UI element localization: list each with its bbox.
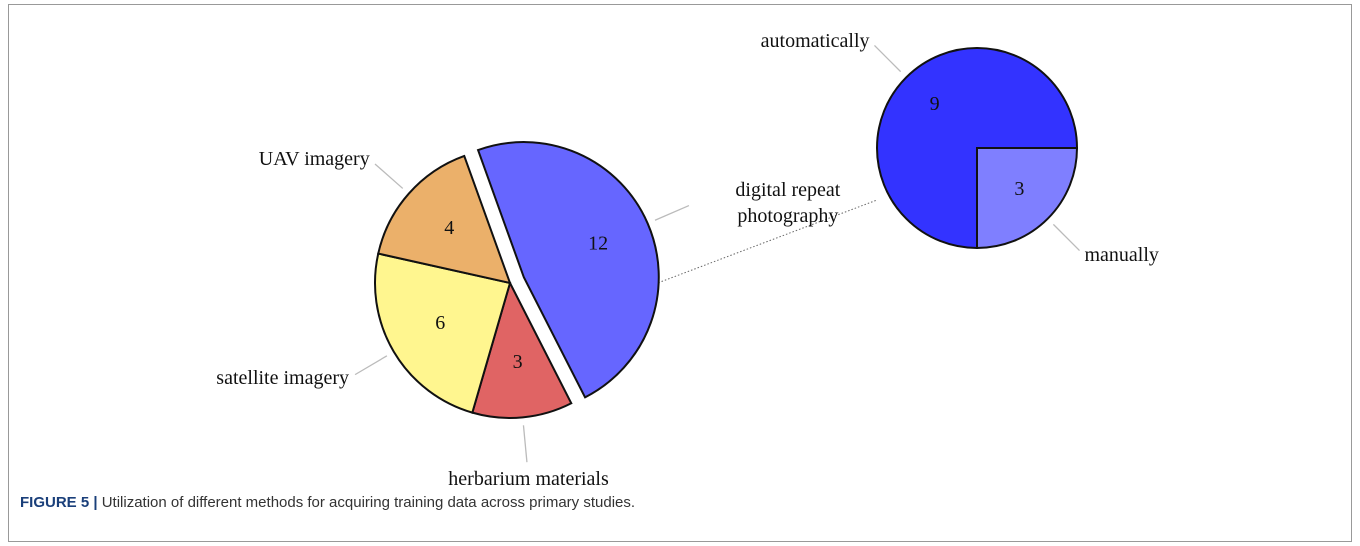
slice-label: satellite imagery	[216, 367, 350, 390]
leader-line	[654, 204, 690, 221]
pie-slice	[374, 252, 512, 414]
caption-text: Utilization of different methods for acq…	[101, 494, 636, 511]
leader-line	[1052, 223, 1080, 251]
pie-slice	[377, 154, 512, 285]
value-label: 4	[444, 217, 454, 239]
slice-label: UAV imagery	[258, 148, 370, 171]
connector-line	[654, 199, 878, 285]
value-label: 6	[435, 312, 445, 334]
value-label: 3	[513, 351, 523, 373]
pie-slice	[476, 141, 660, 399]
leader-line	[874, 45, 902, 73]
slice-label: digital repeat photography	[735, 178, 841, 227]
pie-slice	[471, 280, 573, 419]
leader-line	[374, 163, 404, 189]
figure-border	[8, 4, 1352, 542]
value-label: 9	[930, 93, 940, 115]
pie-slice	[976, 147, 1079, 250]
slice-label: automatically	[760, 29, 870, 52]
value-label: 12	[588, 232, 608, 254]
leader-line	[354, 355, 388, 376]
slice-label: herbarium materials	[448, 468, 609, 491]
caption-label: FIGURE 5 |	[20, 494, 98, 511]
value-label: 3	[1014, 178, 1024, 200]
caption: FIGURE 5 | Utilization of different meth…	[20, 494, 635, 511]
slice-label: manually	[1084, 244, 1159, 267]
leader-line	[522, 425, 528, 463]
